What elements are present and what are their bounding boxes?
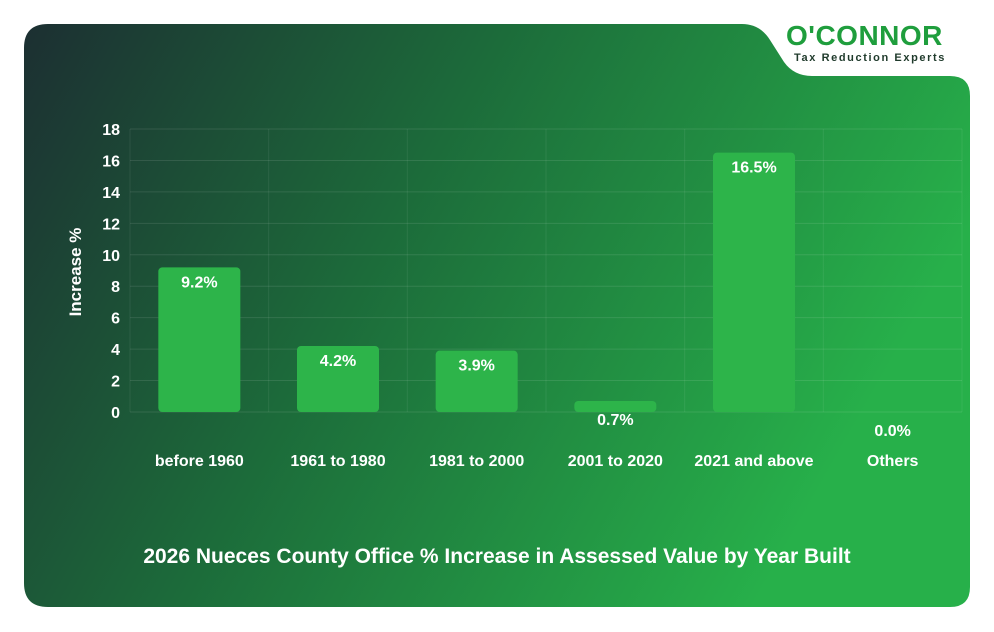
bars [158,152,795,413]
y-tick-label: 4 [111,342,120,359]
y-tick-label: 2 [111,374,120,391]
data-label: 0.0% [874,423,910,440]
bar [435,350,518,412]
x-category-label: 2021 and above [694,453,813,470]
y-tick-label: 8 [111,279,120,296]
y-tick-label: 6 [111,311,120,328]
y-tick-label: 16 [102,153,120,170]
chart-title: 2026 Nueces County Office % Increase in … [143,545,850,568]
y-axis-ticks: 0 2 4 6 8 10 12 14 16 18 [102,122,120,422]
y-axis-label: Increase % [66,228,85,317]
value-labels: 9.2% 4.2% 3.9% 0.7% 16.5% 0.0% [181,160,911,440]
data-label: 9.2% [181,274,217,291]
x-category-label: Others [867,453,919,470]
brand-logo: O'CONNOR Tax Reduction Experts [786,20,976,70]
x-category-label: 2001 to 2020 [568,453,663,470]
x-category-label: 1981 to 2000 [429,453,524,470]
bar [297,345,379,412]
data-label: 0.7% [597,412,633,429]
bar [158,267,241,412]
grid-lines [129,128,963,413]
y-tick-label: 10 [102,248,120,265]
brand-tagline: Tax Reduction Experts [794,52,946,64]
data-label: 4.2% [320,353,356,370]
bar [713,152,795,413]
y-tick-label: 18 [102,122,120,139]
y-tick-label: 12 [102,216,120,233]
x-axis-categories: before 1960 1961 to 1980 1981 to 2000 2001 … [155,453,919,470]
data-label: 16.5% [731,160,776,177]
bar [574,400,657,412]
data-label: 3.9% [458,358,494,375]
brand-name: O'CONNOR [786,20,943,51]
y-tick-label: 14 [102,185,120,202]
x-category-label: 1961 to 1980 [290,453,385,470]
x-category-label: before 1960 [155,453,244,470]
y-tick-label: 0 [111,405,120,422]
